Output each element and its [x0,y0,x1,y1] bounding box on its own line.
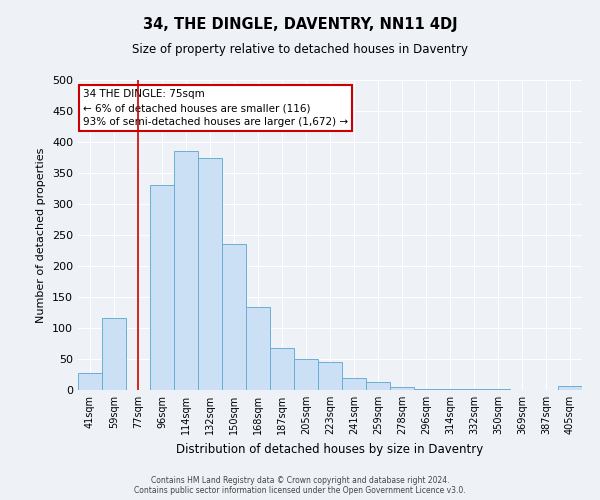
Bar [174,152,198,390]
Text: 34, THE DINGLE, DAVENTRY, NN11 4DJ: 34, THE DINGLE, DAVENTRY, NN11 4DJ [143,18,457,32]
Bar [150,185,174,390]
Text: Size of property relative to detached houses in Daventry: Size of property relative to detached ho… [132,42,468,56]
Bar [342,378,366,390]
Bar [390,387,414,390]
Bar [558,386,582,390]
X-axis label: Distribution of detached houses by size in Daventry: Distribution of detached houses by size … [176,442,484,456]
Bar [78,372,102,390]
Bar [294,359,318,390]
Bar [198,158,222,390]
Bar [270,348,294,390]
Bar [222,244,246,390]
Bar [414,389,438,390]
Y-axis label: Number of detached properties: Number of detached properties [37,148,46,322]
Bar [318,362,342,390]
Bar [366,382,390,390]
Bar [102,318,126,390]
Bar [246,307,270,390]
Text: 34 THE DINGLE: 75sqm
← 6% of detached houses are smaller (116)
93% of semi-detac: 34 THE DINGLE: 75sqm ← 6% of detached ho… [83,90,348,128]
Text: Contains HM Land Registry data © Crown copyright and database right 2024.
Contai: Contains HM Land Registry data © Crown c… [134,476,466,495]
